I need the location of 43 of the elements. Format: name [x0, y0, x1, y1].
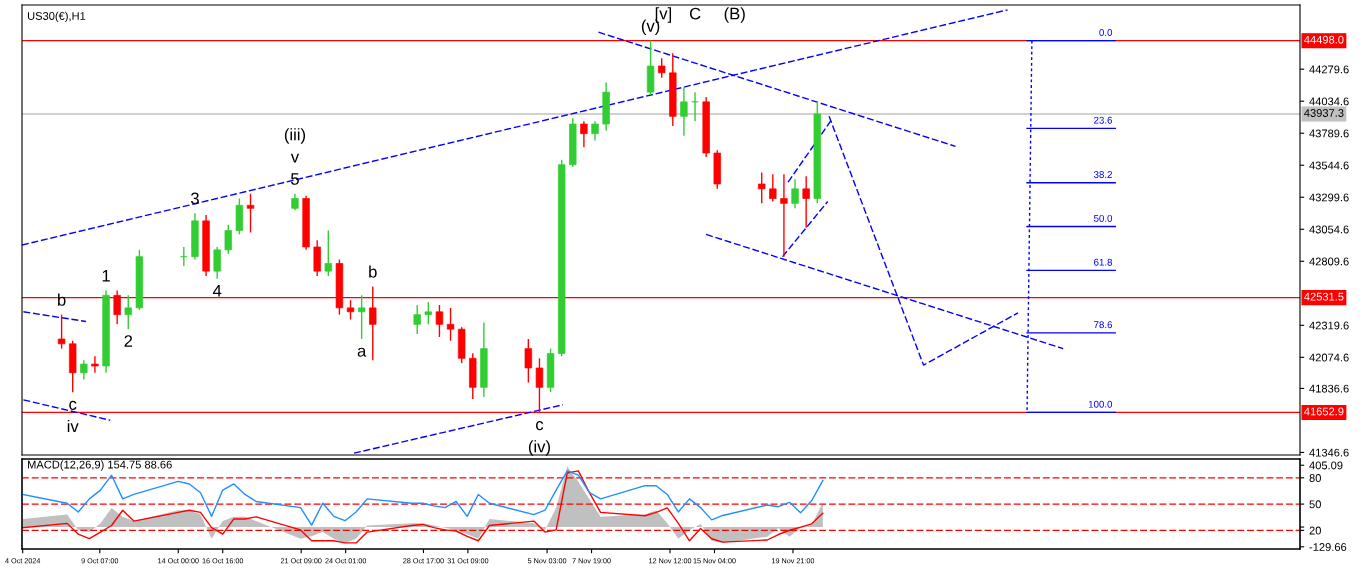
- annotation: C: [689, 7, 701, 20]
- annotation: 50.0: [1093, 214, 1113, 222]
- annotation: c: [69, 400, 77, 410]
- ref-line-label: 43937.3: [1304, 109, 1344, 117]
- annotation: 23.6: [1094, 116, 1113, 124]
- y-tick-label: 42809.6: [1309, 257, 1349, 266]
- annotation: a: [357, 347, 367, 357]
- ref-line-label: 42531.5: [1304, 292, 1344, 301]
- y2-tick-label: 80: [1309, 474, 1321, 482]
- y-tick-label: -129.66: [1309, 543, 1347, 551]
- y-tick-label: 42319.6: [1309, 321, 1349, 330]
- annotation: 38.2: [1093, 171, 1112, 178]
- text: US30(€),H1: [27, 11, 86, 23]
- annotation: (B): [724, 7, 745, 23]
- y-tick-label: 43299.6: [1309, 193, 1349, 202]
- ref-line-label: 41652.9: [1304, 407, 1344, 416]
- chart-title: MACD(12,26,9) 154.75 88.66: [28, 460, 172, 471]
- annotation: iv: [67, 419, 79, 433]
- y-tick-label: 43054.6: [1309, 225, 1349, 234]
- y2-tick-label: 20: [1309, 526, 1321, 535]
- annotation: 1: [102, 270, 110, 282]
- y-tick-label: 405.09: [1309, 461, 1343, 470]
- y-tick-label: 44034.6: [1309, 97, 1349, 106]
- annotation: 0.0: [1099, 29, 1113, 36]
- annotation: v: [290, 153, 300, 163]
- annotation: b: [369, 265, 377, 278]
- y-tick-label: 41346.6: [1309, 448, 1349, 457]
- annotation: 2: [124, 335, 133, 347]
- annotation: 61.8: [1094, 258, 1113, 266]
- y-tick-label: 43789.6: [1309, 129, 1349, 138]
- y2-tick-label: 50: [1309, 500, 1321, 509]
- y-tick-label: 43544.6: [1309, 161, 1349, 170]
- y-tick-label: 44279.6: [1309, 65, 1349, 74]
- annotation: c: [535, 421, 544, 431]
- annotation: (iv): [528, 440, 550, 456]
- annotation: (iii): [284, 128, 306, 144]
- y-tick-label: 41836.6: [1309, 384, 1349, 393]
- ref-line-label: 44498.0: [1304, 35, 1344, 44]
- annotation: 3: [190, 192, 199, 205]
- annotation: 100.0: [1088, 400, 1113, 408]
- y-tick-label: 42074.6: [1309, 353, 1349, 362]
- annotation: 4: [212, 285, 222, 297]
- annotation: 78.6: [1094, 321, 1113, 329]
